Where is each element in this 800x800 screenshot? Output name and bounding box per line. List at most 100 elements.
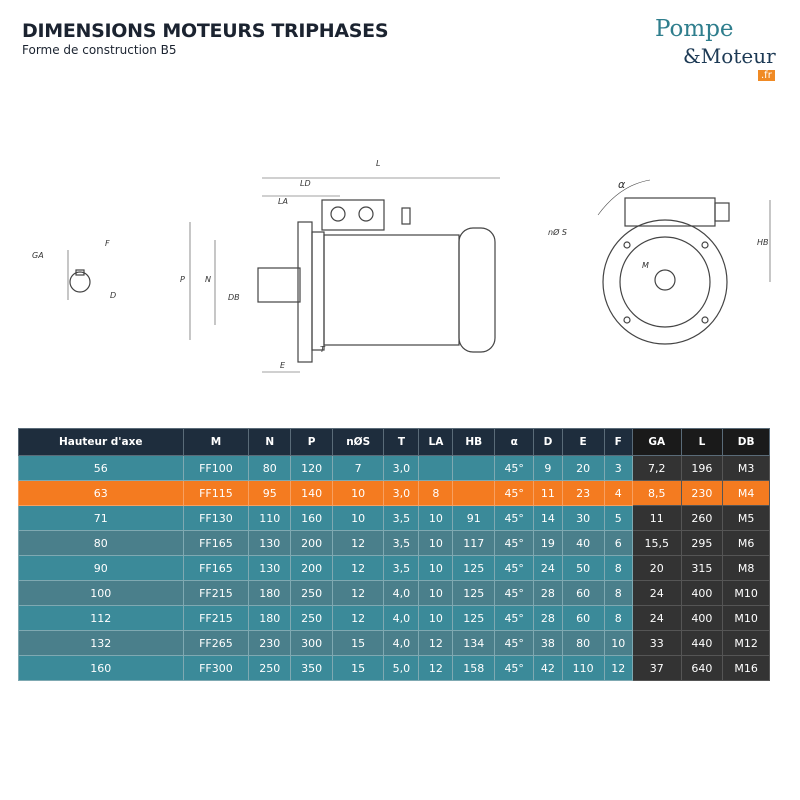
table-cell: 38 [533,630,563,656]
table-cell: 24 [632,580,682,606]
table-cell: 250 [290,605,334,631]
table-cell: 50 [561,555,605,581]
table-cell: 12 [603,655,634,681]
table-cell: 117 [452,530,496,556]
table-cell: 28 [533,605,563,631]
table-cell: FF100 [182,455,250,481]
table-cell: 110 [561,655,605,681]
table-cell: 5,0 [383,655,420,681]
table-cell: 12 [332,530,385,556]
table-cell: 45° [494,505,535,531]
table-cell: 15 [332,630,385,656]
table-cell: 5 [603,505,634,531]
column-header: T [383,428,420,456]
logo-text: Pompe [655,16,734,42]
table-cell: 8 [603,580,634,606]
table-cell: 3,0 [383,480,420,506]
table-cell: M8 [722,555,770,581]
dim-label: N [205,275,211,284]
dim-label: HB [757,238,769,247]
subtitle: Forme de construction B5 [22,43,177,57]
dim-label: DB [228,293,240,302]
table-cell: 4 [603,480,634,506]
table-cell: FF165 [182,530,250,556]
table-cell: 260 [680,505,724,531]
table-row: 112 FF215 180 250 12 4,0 10 125 45° 28 60 8 24 400 M10 [18,605,770,631]
table-cell: 140 [290,480,334,506]
table-cell: 45° [494,655,535,681]
table-cell: 3,5 [383,555,420,581]
table-cell: 11 [533,480,563,506]
table-cell: 440 [680,630,724,656]
table-cell: 180 [248,605,292,631]
table-cell: 134 [452,630,496,656]
table-cell: FF115 [182,480,250,506]
table-cell: 10 [418,605,454,631]
table-cell: 15 [332,655,385,681]
column-header: α [494,428,535,456]
column-header: HB [452,428,496,456]
table-row: 56 FF100 80 120 7 3,0 45° 9 20 3 7,2 196 M3 [18,455,770,481]
dim-label: F [105,239,110,248]
table-row: 160 FF300 250 350 15 5,0 12 158 45° 42 110 12 37 640 M… [18,655,770,681]
table-row: 90 FF165 130 200 12 3,5 10 125 45° 24 50 8 20 315 M8 [18,555,770,581]
table-cell: 230 [680,480,724,506]
table-cell [452,455,496,481]
table-row: 132 FF265 230 300 15 4,0 12 134 45° 38 80 10 33 440 M1… [18,630,770,656]
table-cell: 160 [18,655,184,681]
table-cell: 350 [290,655,334,681]
column-header: E [561,428,605,456]
table-cell: 45° [494,580,535,606]
table-cell: 56 [18,455,184,481]
dim-label: D [110,291,116,300]
table-cell: 95 [248,480,292,506]
table-cell: 295 [680,530,724,556]
table-cell: 196 [680,455,724,481]
table-cell: M16 [722,655,770,681]
table-cell: 12 [418,655,454,681]
table-cell: 6 [603,530,634,556]
table-cell: 12 [332,555,385,581]
table-cell: 80 [248,455,292,481]
table-cell: 45° [494,605,535,631]
table-cell: 125 [452,580,496,606]
table-cell: 45° [494,530,535,556]
table-cell: 112 [18,605,184,631]
table-cell: 10 [418,580,454,606]
title: DIMENSIONS MOTEURS TRIPHASES [22,20,389,42]
table-cell: 10 [332,480,385,506]
column-header: D [533,428,563,456]
table-cell: 45° [494,480,535,506]
table-cell: M5 [722,505,770,531]
table-cell: 160 [290,505,334,531]
table-cell: 7 [332,455,385,481]
table-cell: 250 [248,655,292,681]
table-cell: 3,0 [383,455,420,481]
dim-label: LD [300,179,311,188]
table-cell: 8 [603,605,634,631]
table-cell: FF265 [182,630,250,656]
table-cell: 12 [332,605,385,631]
table-cell: 3,5 [383,505,420,531]
table-cell: M12 [722,630,770,656]
table-cell: FF215 [182,605,250,631]
table-cell: 125 [452,555,496,581]
table-cell: 110 [248,505,292,531]
table-cell: 640 [680,655,724,681]
table-cell: 300 [290,630,334,656]
table-cell: 180 [248,580,292,606]
table-cell: 8,5 [632,480,682,506]
table-cell: 3 [603,455,634,481]
table-cell: 80 [18,530,184,556]
table-cell: 20 [561,455,605,481]
column-header: M [182,428,250,456]
table-cell [452,480,496,506]
table-cell: 90 [18,555,184,581]
table-cell: 10 [418,505,454,531]
table-cell: 250 [290,580,334,606]
column-header: DB [722,428,770,456]
column-header: L [680,428,724,456]
table-cell: 20 [632,555,682,581]
table-cell: 40 [561,530,605,556]
table-cell: 28 [533,580,563,606]
